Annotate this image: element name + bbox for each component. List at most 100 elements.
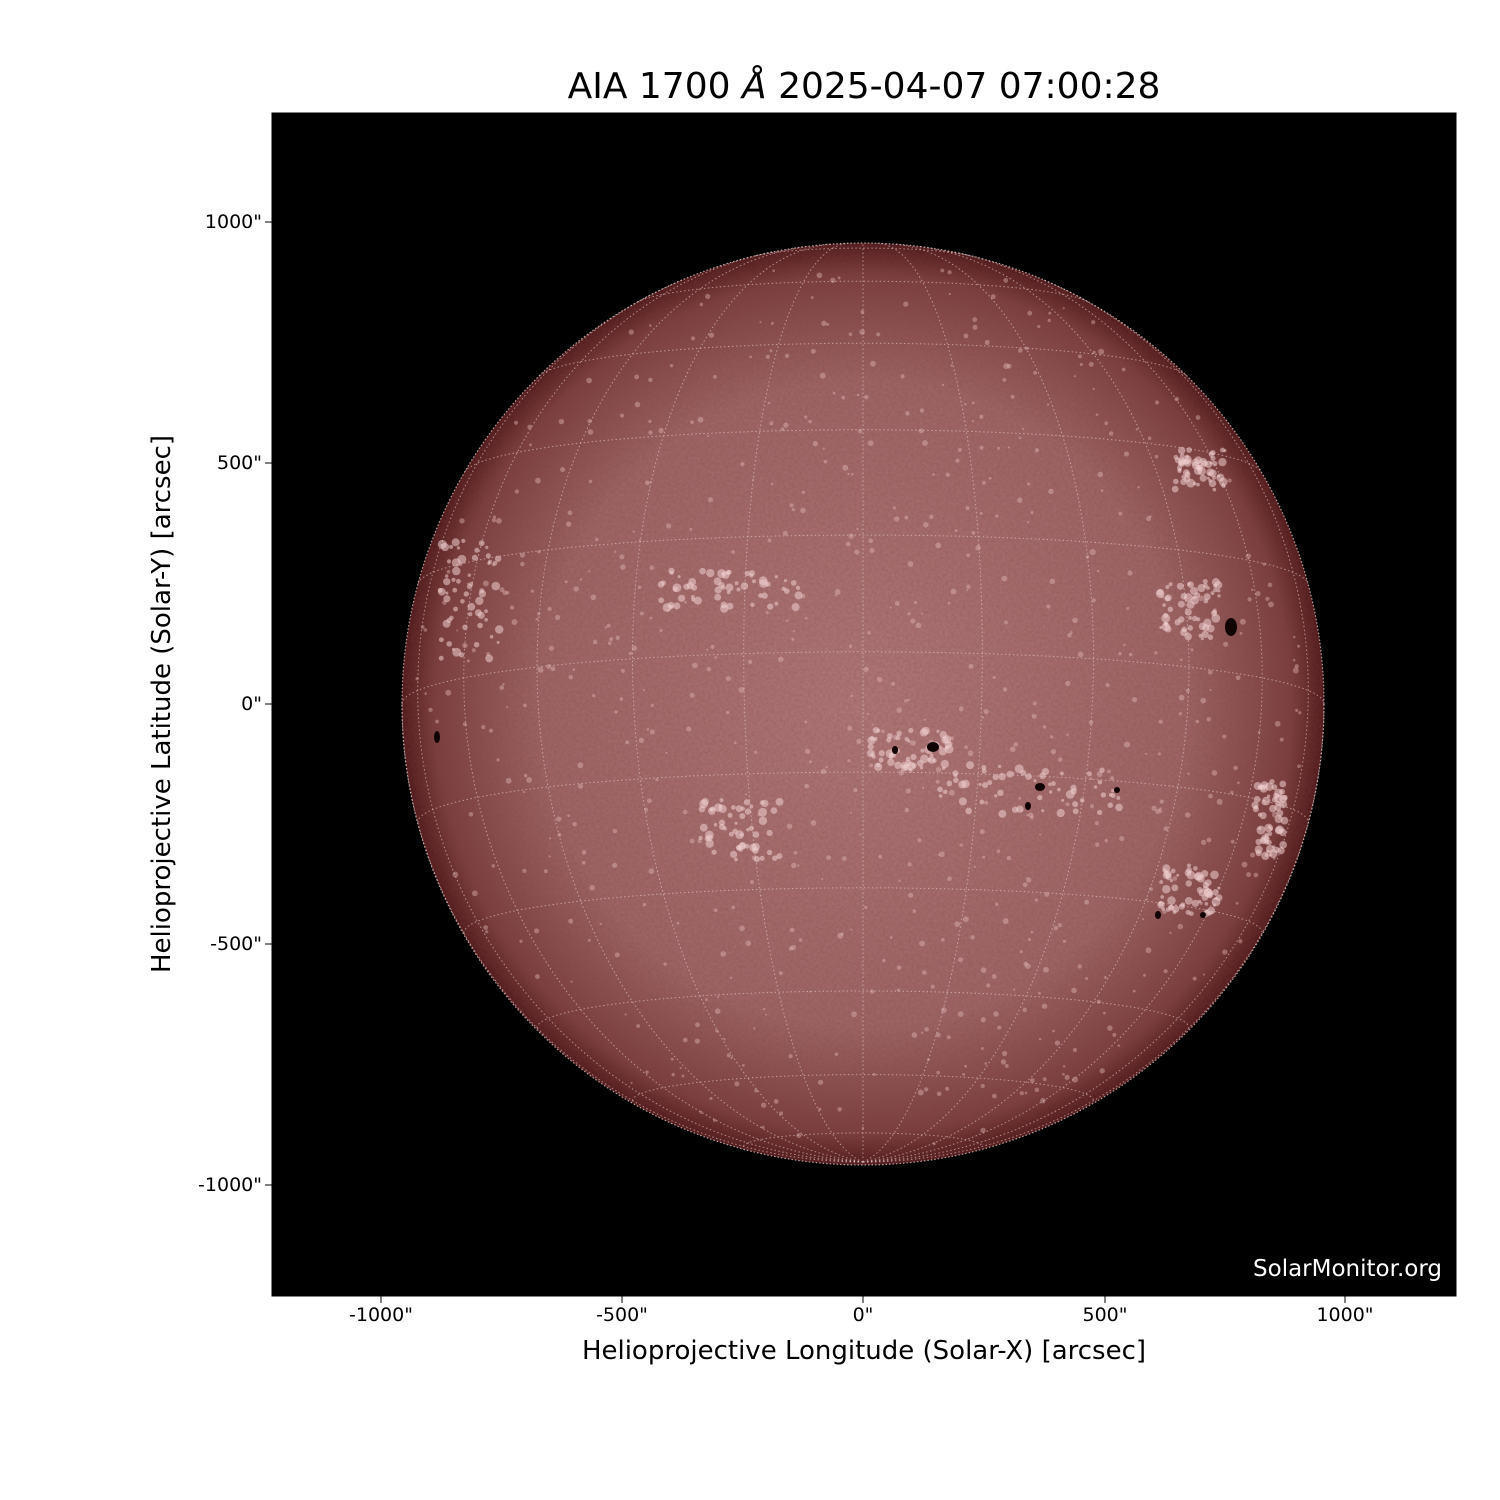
sunspot (1225, 618, 1237, 636)
plage-patch (731, 805, 736, 810)
plage-patch (740, 582, 749, 590)
plage-patch (790, 580, 797, 586)
plage-patch (775, 797, 784, 806)
plage-patch (461, 538, 466, 543)
network-bright-point (587, 418, 592, 424)
network-bright-point (1159, 810, 1162, 814)
plage-patch (752, 579, 757, 584)
network-bright-point (948, 292, 951, 296)
plage-patch (677, 575, 681, 579)
network-bright-point (917, 838, 922, 843)
network-bright-point (923, 718, 926, 721)
plage-patch (452, 587, 458, 593)
sunspot (434, 731, 440, 743)
plage-patch (1164, 870, 1172, 878)
plage-patch (1201, 630, 1209, 639)
network-bright-point (941, 383, 945, 387)
plage-patch (1184, 897, 1193, 905)
network-bright-point (1127, 570, 1133, 576)
network-bright-point (834, 589, 841, 595)
network-bright-point (997, 446, 1001, 450)
network-bright-point (790, 944, 796, 951)
network-bright-point (565, 521, 572, 527)
plage-patch (699, 567, 706, 575)
network-bright-point (1255, 849, 1260, 855)
network-bright-point (628, 329, 634, 335)
plage-patch (706, 568, 715, 578)
sunspot (1025, 802, 1031, 810)
plage-patch (1006, 770, 1014, 778)
network-bright-point (995, 902, 999, 906)
network-bright-point (782, 530, 788, 536)
network-bright-point (979, 829, 985, 835)
network-bright-point (615, 635, 620, 640)
network-bright-point (876, 676, 883, 683)
network-bright-point (1184, 812, 1191, 818)
network-bright-point (972, 324, 978, 330)
plage-patch (1210, 455, 1216, 461)
plage-patch (938, 747, 947, 756)
network-bright-point (947, 601, 951, 605)
grid-line (536, 246, 864, 1163)
network-bright-point (1067, 632, 1072, 638)
network-bright-point (1019, 1091, 1024, 1096)
network-bright-point (614, 952, 620, 958)
plage-patch (752, 831, 760, 838)
network-bright-point (1024, 1091, 1028, 1095)
network-bright-point (1177, 923, 1184, 930)
plage-patch (1171, 884, 1179, 892)
network-bright-point (966, 553, 970, 558)
network-bright-point (612, 829, 618, 834)
network-bright-point (1261, 799, 1267, 806)
network-bright-point (847, 725, 853, 731)
plage-patch (463, 591, 470, 597)
network-bright-point (791, 637, 795, 641)
plage-patch (767, 603, 774, 610)
network-bright-point (1112, 1032, 1117, 1037)
plage-patch (453, 606, 459, 612)
plage-patch (1020, 769, 1027, 776)
network-bright-point (537, 667, 544, 673)
network-bright-point (972, 317, 978, 322)
plage-patch (1099, 767, 1105, 773)
network-bright-point (1027, 310, 1033, 316)
network-bright-point (1246, 872, 1252, 878)
plage-patch (699, 799, 709, 809)
plage-patch (1056, 808, 1065, 818)
plage-patch (1196, 886, 1203, 894)
network-bright-point (1216, 798, 1223, 805)
plage-patch (673, 602, 681, 610)
network-bright-point (1001, 575, 1008, 582)
y-tick-label: 0" (241, 693, 262, 715)
network-bright-point (642, 688, 645, 691)
network-bright-point (1212, 608, 1217, 613)
network-bright-point (1142, 918, 1145, 921)
plage-patch (878, 757, 884, 763)
plage-patch (981, 768, 987, 774)
network-bright-point (1006, 855, 1012, 861)
network-bright-point (869, 763, 874, 768)
network-bright-point (860, 310, 865, 314)
plage-patch (1268, 849, 1278, 859)
network-bright-point (1209, 688, 1212, 692)
network-bright-point (1029, 815, 1034, 820)
plage-patch (940, 759, 949, 769)
network-bright-point (1004, 620, 1008, 625)
network-bright-point (1077, 651, 1084, 658)
plage-patch (1203, 598, 1209, 604)
grid-line (401, 703, 863, 1163)
plage-patch (488, 559, 493, 564)
plage-patch (1257, 812, 1263, 817)
network-bright-point (1105, 683, 1110, 688)
plage-patch (783, 579, 788, 583)
network-bright-point (1100, 489, 1104, 492)
network-bright-point (1022, 1007, 1027, 1013)
plage-patch (711, 849, 717, 855)
network-bright-point (741, 1063, 745, 1067)
plage-patch (1271, 784, 1278, 791)
network-bright-point (648, 868, 655, 875)
network-bright-point (697, 838, 702, 844)
network-bright-point (1062, 307, 1065, 310)
network-bright-point (856, 738, 862, 744)
network-bright-point (853, 787, 858, 793)
